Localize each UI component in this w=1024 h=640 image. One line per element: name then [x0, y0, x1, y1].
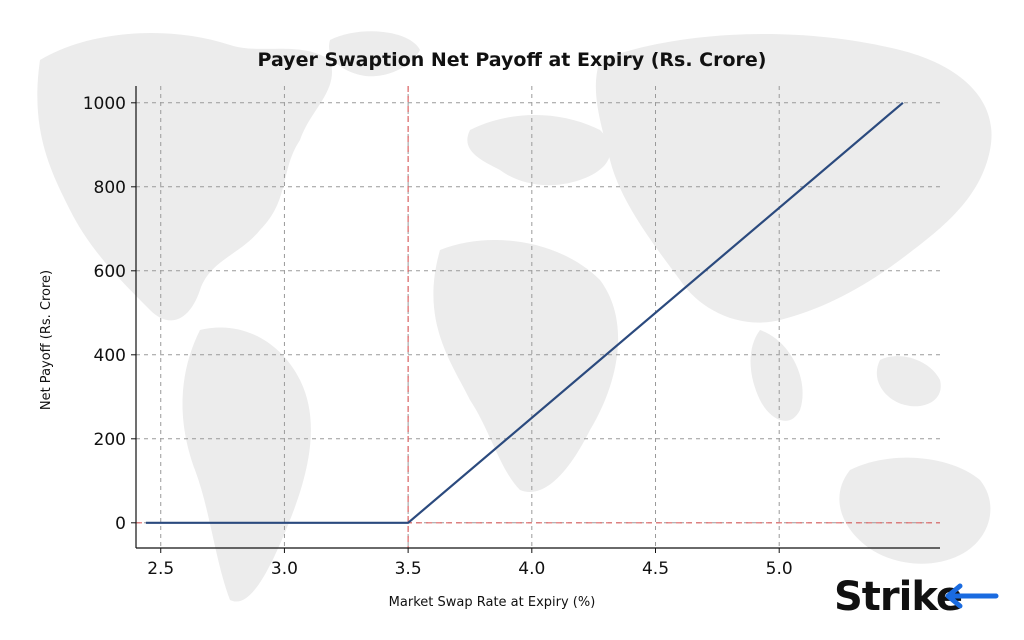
- x-tick-label: 4.5: [642, 559, 669, 579]
- logo-arrow-icon: [945, 583, 999, 609]
- x-tick-label: 3.0: [271, 559, 298, 579]
- y-tick-label: 800: [94, 178, 126, 198]
- payoff-line: [145, 101, 904, 524]
- chart-title: Payer Swaption Net Payoff at Expiry (Rs.…: [258, 49, 767, 71]
- axes: [135, 86, 940, 549]
- world-map-background: [37, 31, 992, 602]
- y-tick-label: 600: [94, 262, 126, 282]
- strike-logo: Strike: [834, 574, 999, 620]
- y-tick-label: 400: [94, 346, 126, 366]
- x-tick-label: 5.0: [766, 559, 793, 579]
- y-tick-label: 200: [94, 430, 126, 450]
- y-tick-label: 1000: [83, 94, 126, 114]
- series-group: [145, 101, 904, 524]
- tick-labels: 2.5 3.0 3.5 4.0 4.5 5.0 0 200 400 600 800 1000: [83, 94, 793, 579]
- x-tick-label: 2.5: [147, 559, 174, 579]
- x-axis-label: Market Swap Rate at Expiry (%): [389, 595, 596, 610]
- x-tick-label: 3.5: [395, 559, 422, 579]
- y-tick-label: 0: [115, 514, 126, 534]
- y-axis-label: Net Payoff (Rs. Crore): [39, 270, 54, 410]
- x-tick-label: 4.0: [518, 559, 545, 579]
- logo-text: Strike: [834, 574, 962, 620]
